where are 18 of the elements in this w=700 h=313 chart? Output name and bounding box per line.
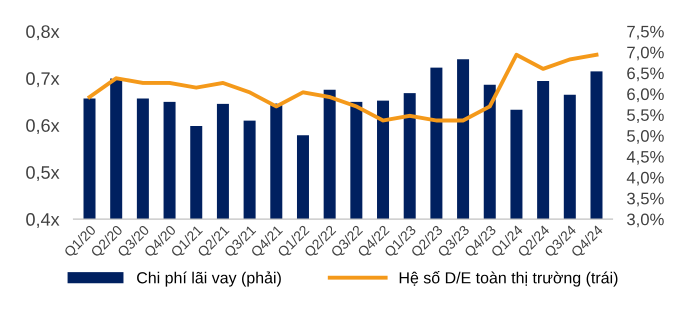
- y-tick-label: 0,7x: [26, 72, 60, 88]
- y2-tick-label: 6,0%: [627, 88, 664, 102]
- line-series: [88, 52, 598, 122]
- y2-tick-label: 5,5%: [627, 109, 664, 123]
- y2-tick-label: 3,0%: [627, 214, 664, 228]
- y2-tick-label: 4,0%: [626, 172, 664, 186]
- y-tick-label: 0,4x: [26, 213, 60, 228]
- y2-tick-label: 4,5%: [626, 150, 664, 165]
- y2-tick-label: 6,5%: [627, 67, 664, 82]
- y2-tick-label: 5,0%: [627, 130, 664, 144]
- y2-tick-label: 7,5%: [627, 26, 664, 40]
- legend-label: Chi phí lãi vay (phải): [137, 271, 281, 287]
- y-tick-label: 0,5x: [26, 166, 60, 182]
- y2-tick-label: 7,0%: [627, 46, 664, 60]
- y-tick-label: 0,6x: [26, 119, 60, 134]
- y-tick-label: 0,8x: [26, 25, 60, 40]
- y2-tick-label: 3,5%: [627, 192, 664, 206]
- legend-label: Hệ số D/E toàn thị trường (trái): [400, 271, 618, 287]
